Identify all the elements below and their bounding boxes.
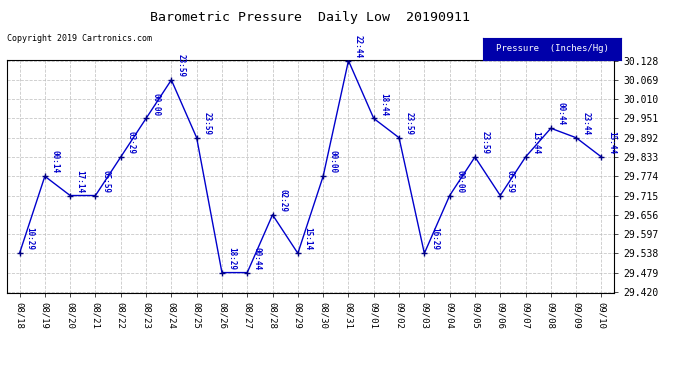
- Text: Copyright 2019 Cartronics.com: Copyright 2019 Cartronics.com: [7, 34, 152, 43]
- Text: 15:14: 15:14: [304, 227, 313, 251]
- Text: 00:44: 00:44: [253, 247, 262, 270]
- Text: 05:59: 05:59: [101, 170, 110, 193]
- Text: 18:29: 18:29: [228, 247, 237, 270]
- Text: 10:29: 10:29: [25, 227, 34, 251]
- Text: 15:44: 15:44: [607, 131, 616, 154]
- Text: Barometric Pressure  Daily Low  20190911: Barometric Pressure Daily Low 20190911: [150, 11, 471, 24]
- Text: 13:44: 13:44: [531, 131, 540, 154]
- Text: 17:14: 17:14: [76, 170, 85, 193]
- Text: Pressure  (Inches/Hg): Pressure (Inches/Hg): [495, 44, 609, 53]
- Text: 23:59: 23:59: [177, 54, 186, 77]
- Text: 00:44: 00:44: [556, 102, 565, 126]
- Text: 23:59: 23:59: [404, 112, 413, 135]
- Text: 18:44: 18:44: [380, 93, 388, 116]
- Text: 00:00: 00:00: [152, 93, 161, 116]
- Text: 03:29: 03:29: [126, 131, 135, 154]
- Text: 02:29: 02:29: [278, 189, 287, 212]
- Text: 00:00: 00:00: [328, 150, 337, 174]
- Text: 05:59: 05:59: [506, 170, 515, 193]
- Text: 23:44: 23:44: [582, 112, 591, 135]
- Text: 16:29: 16:29: [430, 227, 439, 251]
- Text: 00:14: 00:14: [50, 150, 59, 174]
- Text: 22:44: 22:44: [354, 35, 363, 58]
- Text: 00:00: 00:00: [455, 170, 464, 193]
- Text: 23:59: 23:59: [480, 131, 489, 154]
- Text: 23:59: 23:59: [202, 112, 211, 135]
